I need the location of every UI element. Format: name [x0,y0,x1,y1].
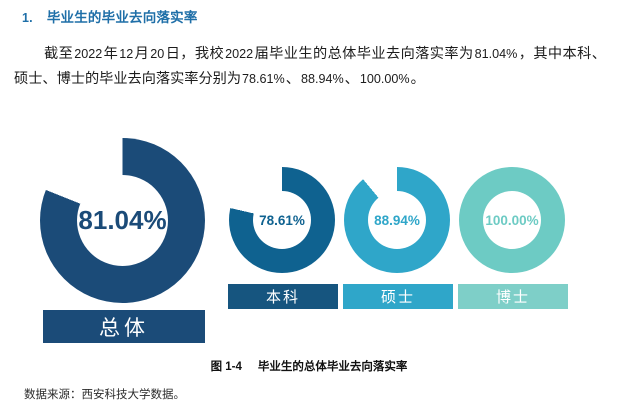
donut-value-total: 81.04% [78,205,167,235]
donut-hole-master: 88.94% [368,191,426,249]
donut-value-master: 88.94% [374,212,420,228]
section-title: 毕业生的毕业去向落实率 [46,10,198,25]
para-sep-2: 、 [344,71,359,88]
donut-block-total: 81.04% [40,138,205,303]
source-note: 数据来源：西安科技大学数据。 [24,389,185,401]
donut-block-master: 88.94% [344,167,450,273]
para-sep-1: 、 [285,71,300,88]
section-number: 1. [22,11,33,25]
donut-ring-doctor: 100.00% [459,167,565,273]
donut-chart-group: 81.04% 78.61% 88.94% 100.00% 总体 本科 硕士 博士 [0,130,618,355]
body-paragraph: 截至2022年12月20日，我校2022届毕业生的总体毕业去向落实率为81.04… [14,42,606,92]
para-seg-1: 截至 [44,46,74,63]
figure-number: 图 1-4 [210,361,242,373]
para-day: 20 [150,47,165,62]
donut-value-doctor: 100.00% [485,212,539,228]
donut-label-total: 总体 [43,310,205,343]
donut-hole-doctor: 100.00% [483,191,541,249]
para-value-bachelor: 78.61% [242,72,285,87]
page-title: 1. 毕业生的毕业去向落实率 [22,6,198,26]
para-value-doctor: 100.00% [359,72,410,87]
donut-label-master: 硕士 [343,284,453,309]
donut-hole-bachelor: 78.61% [253,191,311,249]
donut-ring-total: 81.04% [40,138,205,303]
para-seg-5: 届毕业生的总体毕业去向落实率为 [254,46,474,63]
para-seg-6: ，其中本科、硕士、博士的毕业去向落实率分别为 [14,46,606,88]
para-month: 12 [119,47,134,62]
para-seg-4: 日，我校 [165,46,225,63]
donut-block-bachelor: 78.61% [229,167,335,273]
donut-hole-total: 81.04% [77,175,168,266]
donut-ring-master: 88.94% [344,167,450,273]
donut-label-doctor: 博士 [458,284,568,309]
para-value-total: 81.04% [474,47,518,62]
donut-ring-bachelor: 78.61% [229,167,335,273]
para-year-2: 2022 [225,47,254,62]
para-seg-2: 年 [103,46,119,63]
para-year-1: 2022 [74,47,103,62]
para-seg-3: 月 [134,46,150,63]
figure-caption-text: 毕业生的总体毕业去向落实率 [257,361,408,373]
donut-label-bachelor: 本科 [228,284,338,309]
donut-block-doctor: 100.00% [459,167,565,273]
figure-caption: 图 1-4 毕业生的总体毕业去向落实率 [0,358,618,374]
para-value-master: 88.94% [300,72,344,87]
donut-value-bachelor: 78.61% [259,212,305,228]
para-seg-7: 。 [410,71,425,88]
